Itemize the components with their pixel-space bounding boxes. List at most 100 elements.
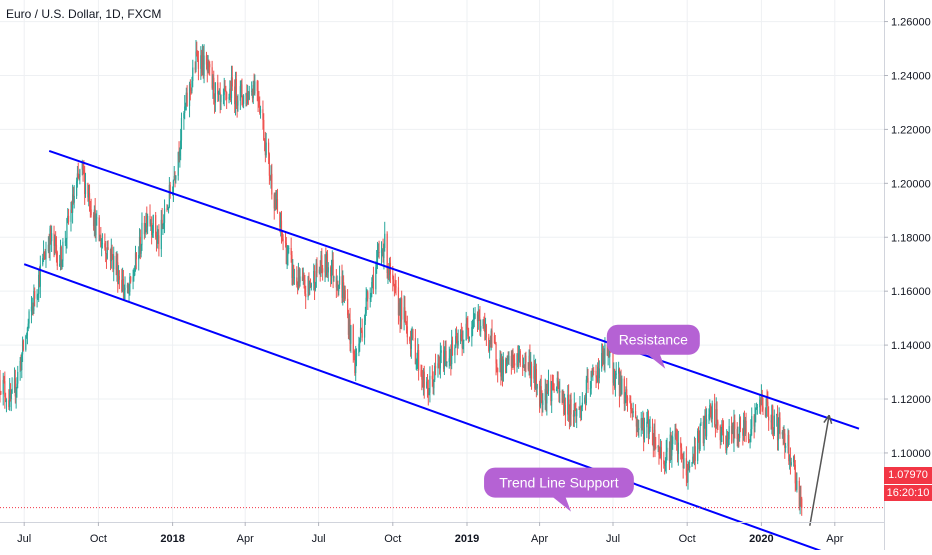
candle bbox=[730, 416, 733, 444]
annotation-text: Trend Line Support bbox=[499, 474, 618, 490]
candle bbox=[709, 403, 712, 418]
candle bbox=[33, 284, 35, 314]
trend-line-resistance[interactable] bbox=[48, 150, 860, 430]
candle bbox=[659, 446, 661, 459]
candle bbox=[506, 355, 508, 367]
candle bbox=[240, 80, 242, 98]
candle bbox=[212, 74, 214, 99]
candle bbox=[343, 285, 346, 304]
candle bbox=[246, 84, 248, 107]
candle bbox=[587, 368, 589, 394]
candle bbox=[377, 243, 379, 258]
candle bbox=[169, 181, 171, 199]
callout-bubble bbox=[484, 467, 634, 498]
candle bbox=[173, 165, 175, 181]
candle bbox=[135, 251, 137, 270]
candle bbox=[495, 341, 497, 376]
candle bbox=[96, 210, 98, 226]
annotation-callout[interactable]: Trend Line Support bbox=[484, 467, 634, 512]
candle bbox=[467, 315, 469, 340]
candle bbox=[291, 251, 293, 286]
candle bbox=[380, 241, 383, 265]
candle bbox=[384, 221, 386, 252]
callout-pointer bbox=[550, 495, 571, 512]
candle bbox=[534, 358, 537, 390]
candle bbox=[580, 405, 582, 422]
candle bbox=[648, 419, 650, 440]
candle bbox=[557, 371, 559, 389]
candle bbox=[654, 419, 656, 458]
candle bbox=[39, 255, 41, 298]
candle bbox=[536, 383, 538, 396]
candle bbox=[363, 314, 366, 345]
projection-arrow[interactable] bbox=[809, 414, 833, 526]
candle bbox=[185, 87, 187, 111]
candle bbox=[369, 287, 371, 308]
trend-line-support[interactable] bbox=[23, 263, 878, 555]
candle bbox=[395, 280, 397, 296]
candle bbox=[107, 240, 109, 251]
candle bbox=[725, 435, 727, 454]
candle bbox=[360, 327, 362, 334]
candle bbox=[643, 412, 645, 452]
candle bbox=[43, 251, 45, 261]
candle bbox=[314, 281, 316, 292]
candle bbox=[133, 267, 135, 282]
candle bbox=[618, 361, 620, 385]
candle bbox=[664, 460, 666, 475]
candle bbox=[782, 426, 784, 446]
candle bbox=[753, 414, 755, 439]
candle bbox=[592, 364, 594, 381]
candle bbox=[20, 354, 22, 371]
candle bbox=[476, 311, 479, 333]
trend-lines[interactable] bbox=[0, 150, 884, 555]
candle bbox=[263, 138, 266, 152]
candle bbox=[674, 424, 676, 445]
candle bbox=[352, 323, 354, 363]
candle bbox=[21, 352, 23, 379]
candle bbox=[795, 472, 797, 491]
candle bbox=[348, 313, 350, 341]
candle bbox=[693, 436, 696, 466]
candle bbox=[307, 275, 309, 301]
candle bbox=[530, 361, 533, 390]
candle bbox=[551, 374, 554, 391]
candle bbox=[711, 400, 713, 428]
callout-pointer bbox=[645, 352, 666, 369]
candle bbox=[341, 264, 343, 304]
candle bbox=[488, 339, 491, 359]
candle bbox=[697, 426, 700, 443]
candle bbox=[158, 224, 160, 257]
candle bbox=[613, 362, 615, 386]
candle bbox=[541, 390, 543, 417]
candle bbox=[76, 166, 79, 188]
candle bbox=[117, 253, 119, 293]
candle bbox=[254, 74, 256, 96]
candle bbox=[454, 344, 456, 364]
candle bbox=[793, 455, 795, 467]
candle bbox=[501, 356, 504, 387]
candle bbox=[789, 454, 791, 470]
y-tick-label: 1.16000 bbox=[891, 286, 931, 298]
candle bbox=[116, 250, 118, 282]
candle bbox=[497, 367, 499, 383]
candle bbox=[239, 80, 241, 110]
candle bbox=[697, 428, 699, 465]
candle bbox=[220, 94, 222, 111]
candle bbox=[180, 112, 183, 150]
candle bbox=[426, 373, 429, 398]
y-tick-label: 1.20000 bbox=[891, 178, 931, 190]
candle bbox=[589, 381, 592, 397]
candle bbox=[405, 321, 408, 334]
annotations[interactable]: Resistance Trend Line Support bbox=[484, 324, 700, 512]
annotation-callout[interactable]: Resistance bbox=[606, 324, 700, 369]
candle bbox=[55, 236, 58, 263]
candle bbox=[386, 231, 388, 279]
candle bbox=[229, 80, 231, 101]
candle bbox=[535, 363, 537, 398]
candle bbox=[34, 287, 36, 307]
candle bbox=[217, 90, 220, 102]
candle bbox=[72, 186, 74, 205]
candle bbox=[248, 85, 250, 101]
